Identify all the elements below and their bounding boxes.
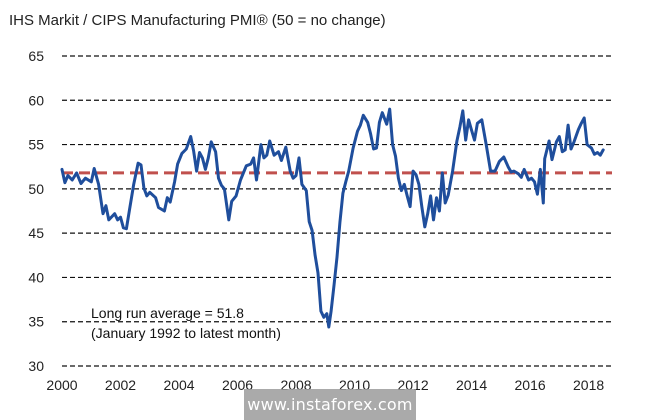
x-tick-label: 2004 xyxy=(163,377,194,393)
y-tick-label: 55 xyxy=(28,137,44,153)
watermark: www.instaforex.com xyxy=(244,389,416,420)
annotation-period: (January 1992 to latest month) xyxy=(91,325,281,341)
y-tick-label: 50 xyxy=(28,181,44,197)
y-tick-label: 65 xyxy=(28,48,44,64)
x-tick-label: 2000 xyxy=(46,377,77,393)
y-tick-label: 40 xyxy=(28,269,44,285)
x-tick-label: 2018 xyxy=(573,377,604,393)
y-tick-label: 45 xyxy=(28,225,44,241)
x-tick-label: 2016 xyxy=(515,377,546,393)
pmi-series-line xyxy=(60,107,605,329)
y-tick-label: 35 xyxy=(28,314,44,330)
chart-title: IHS Markit / CIPS Manufacturing PMI® (50… xyxy=(9,12,386,29)
x-tick-label: 2002 xyxy=(105,377,136,393)
y-tick-label: 30 xyxy=(28,358,44,374)
y-tick-label: 60 xyxy=(28,92,44,108)
annotation-average: Long run average = 51.8 xyxy=(91,305,244,321)
y-axis-ticks: 30 35 40 45 50 55 60 65 xyxy=(28,48,44,374)
gridlines xyxy=(62,55,612,367)
x-tick-label: 2014 xyxy=(456,377,487,393)
